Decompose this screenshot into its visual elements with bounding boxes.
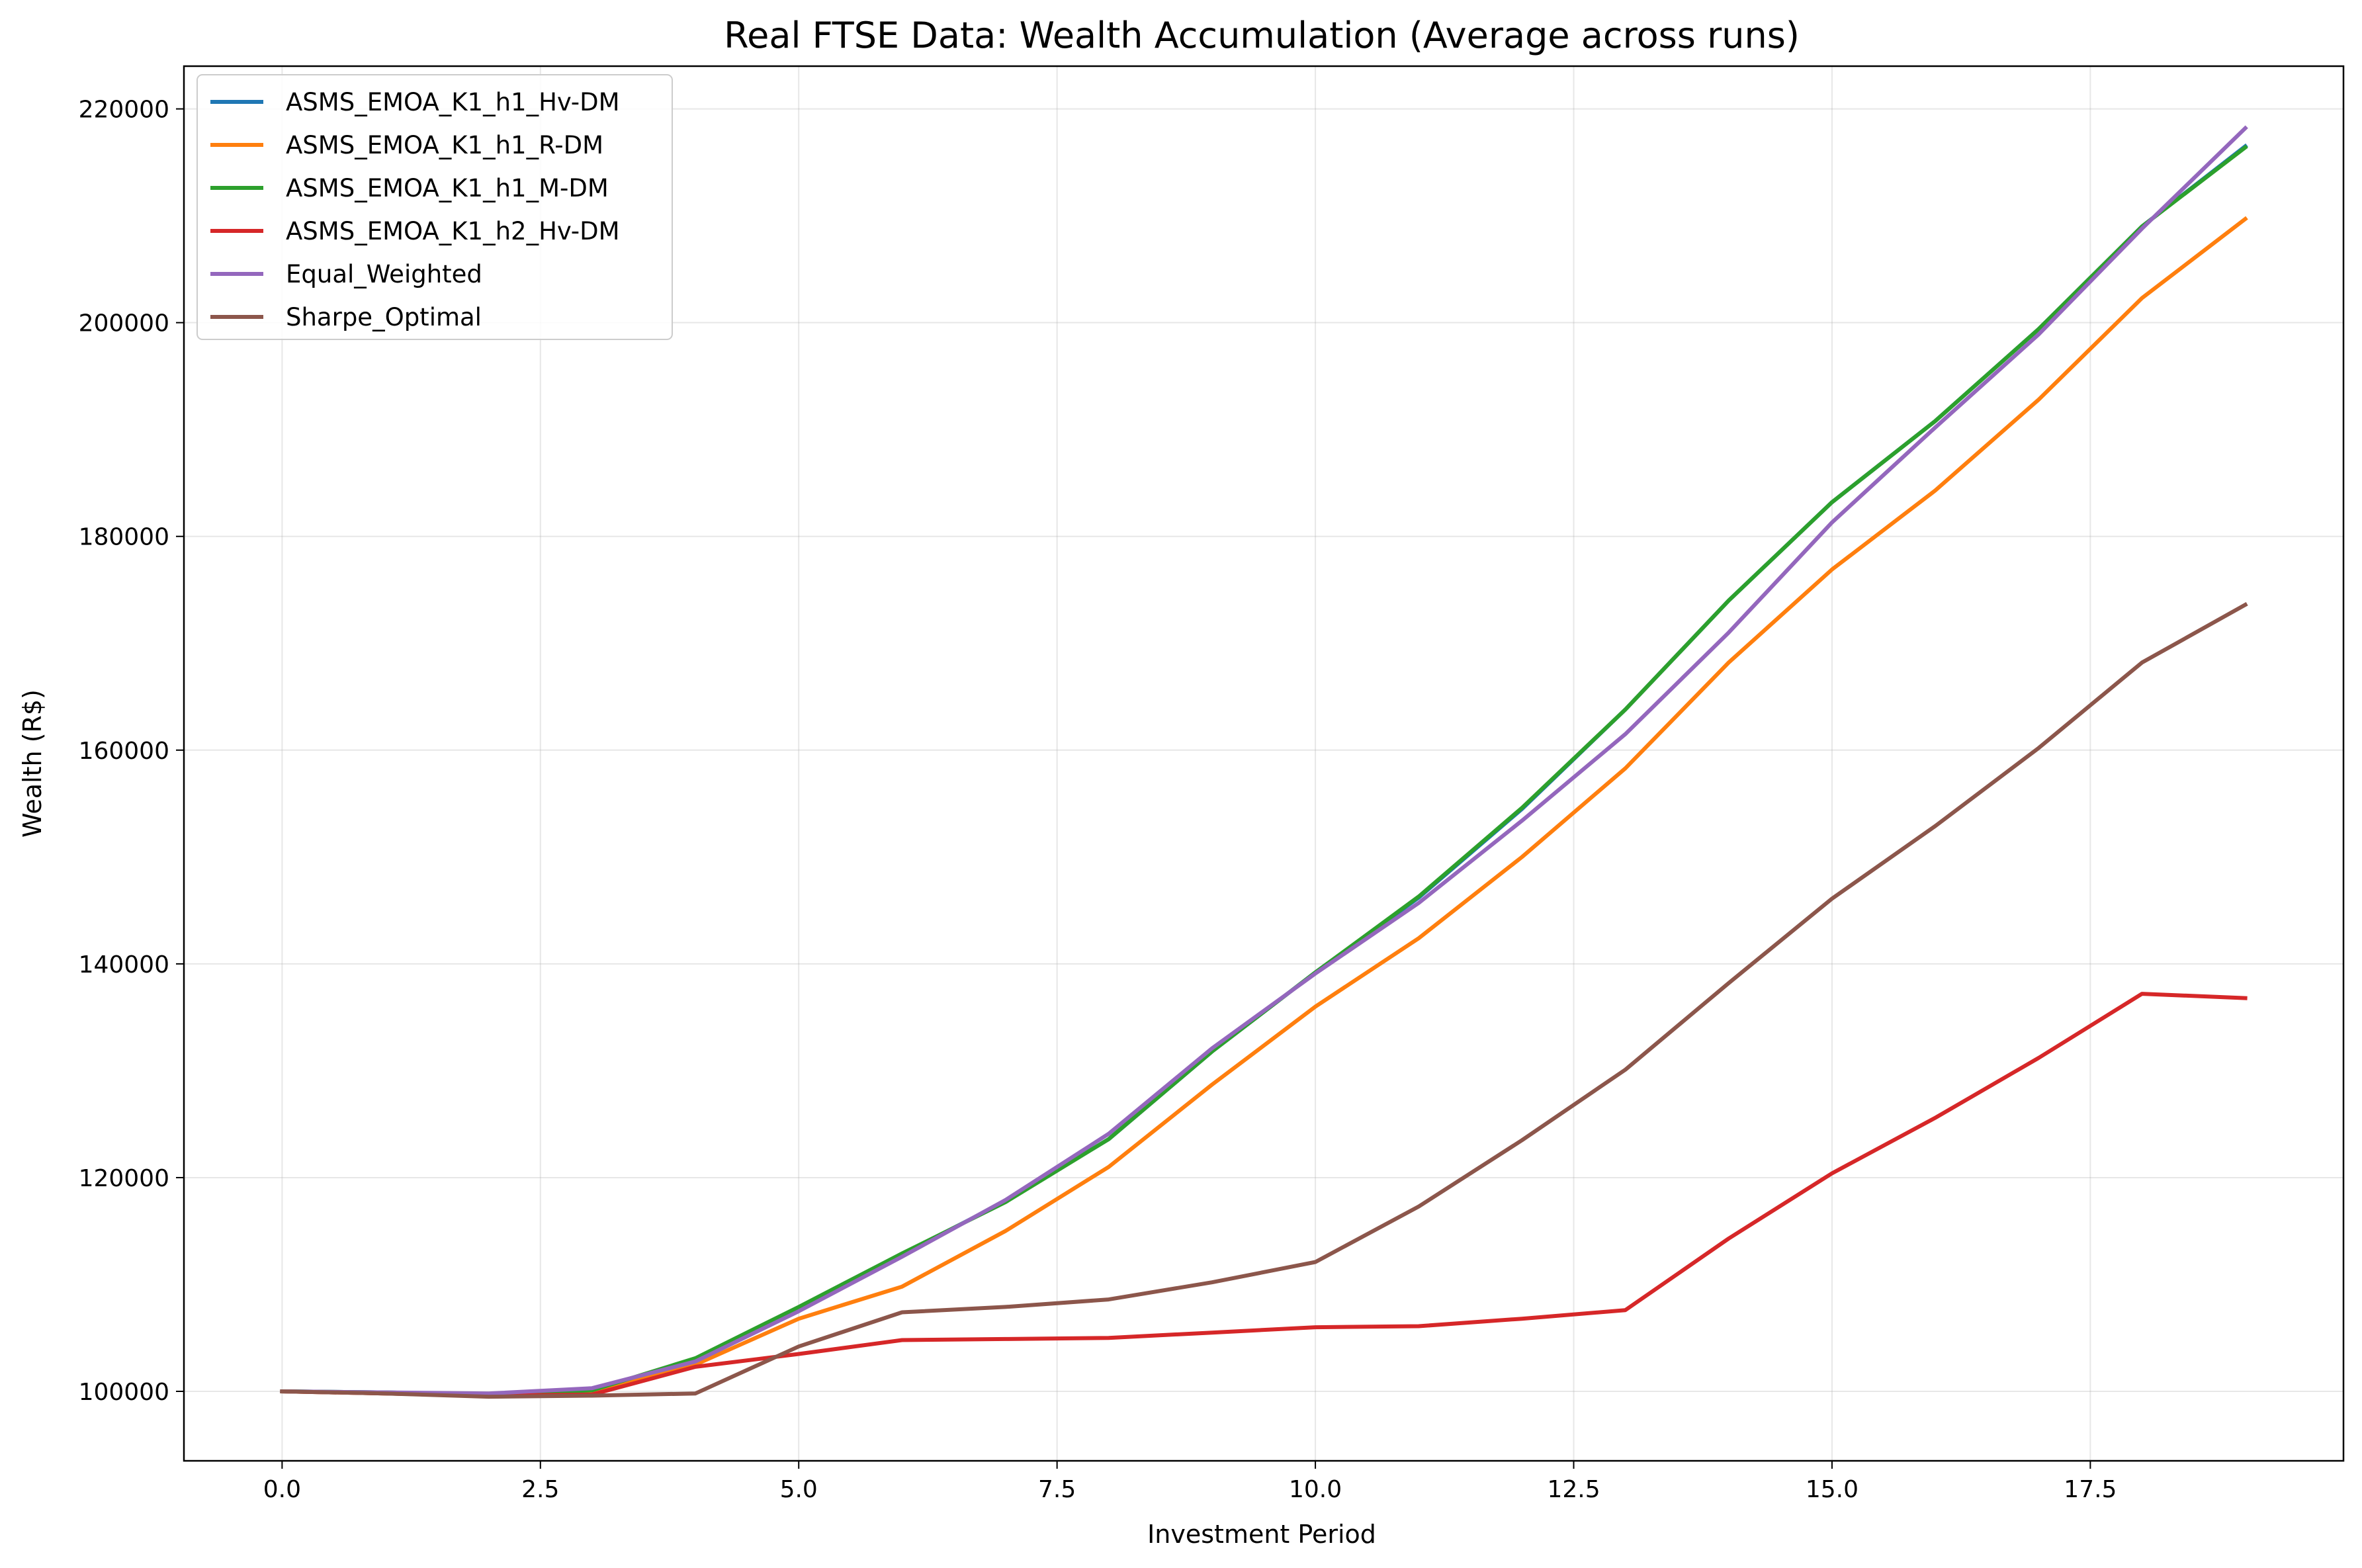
y-tick-label: 140000 bbox=[79, 951, 169, 979]
series-line-5 bbox=[280, 125, 2248, 1396]
x-axis-label: Investment Period bbox=[1147, 1520, 1376, 1549]
legend-label: ASMS_EMOA_K1_h1_Hv-DM bbox=[286, 88, 620, 116]
legend-box bbox=[197, 74, 673, 340]
x-tick-label: 17.5 bbox=[2064, 1476, 2117, 1503]
x-tick-label: 15.0 bbox=[1806, 1476, 1859, 1503]
series-line-6 bbox=[280, 602, 2248, 1399]
x-tick-label: 0.0 bbox=[263, 1476, 301, 1503]
chart-title: Real FTSE Data: Wealth Accumulation (Ave… bbox=[724, 15, 1800, 56]
legend-label: Sharpe_Optimal bbox=[286, 303, 482, 331]
y-axis-label: Wealth (R$) bbox=[18, 689, 47, 838]
x-tick-label: 2.5 bbox=[521, 1476, 559, 1503]
y-tick-label: 180000 bbox=[79, 524, 169, 551]
y-axis-ticks: 100000 120000 140000 160000 180000 200000 2200… bbox=[79, 97, 184, 1406]
x-axis-ticks: 0.0 2.5 5.0 7.5 10.0 12.5 15.0 17.5 bbox=[263, 1461, 2117, 1503]
series-line-2 bbox=[280, 216, 2248, 1398]
legend: ASMS_EMOA_K1_h1_Hv-DM ASMS_EMOA_K1_h1_R-D… bbox=[197, 74, 673, 340]
legend-label: ASMS_EMOA_K1_h2_Hv-DM bbox=[286, 217, 620, 245]
series-line-4 bbox=[280, 992, 2248, 1398]
x-tick-label: 10.0 bbox=[1289, 1476, 1342, 1503]
legend-label: ASMS_EMOA_K1_h1_R-DM bbox=[286, 131, 603, 159]
x-tick-label: 7.5 bbox=[1038, 1476, 1076, 1503]
plot-frame bbox=[183, 65, 2345, 1462]
x-tick-label: 5.0 bbox=[780, 1476, 818, 1503]
x-tick-label: 12.5 bbox=[1547, 1476, 1600, 1503]
y-tick-label: 120000 bbox=[79, 1165, 169, 1192]
y-tick-label: 220000 bbox=[79, 97, 169, 124]
series-lines bbox=[280, 125, 2248, 1399]
y-tick-label: 100000 bbox=[79, 1379, 169, 1406]
legend-label: Equal_Weighted bbox=[286, 260, 482, 288]
y-tick-label: 200000 bbox=[79, 310, 169, 337]
legend-label: ASMS_EMOA_K1_h1_M-DM bbox=[286, 174, 609, 202]
y-tick-label: 160000 bbox=[79, 738, 169, 765]
